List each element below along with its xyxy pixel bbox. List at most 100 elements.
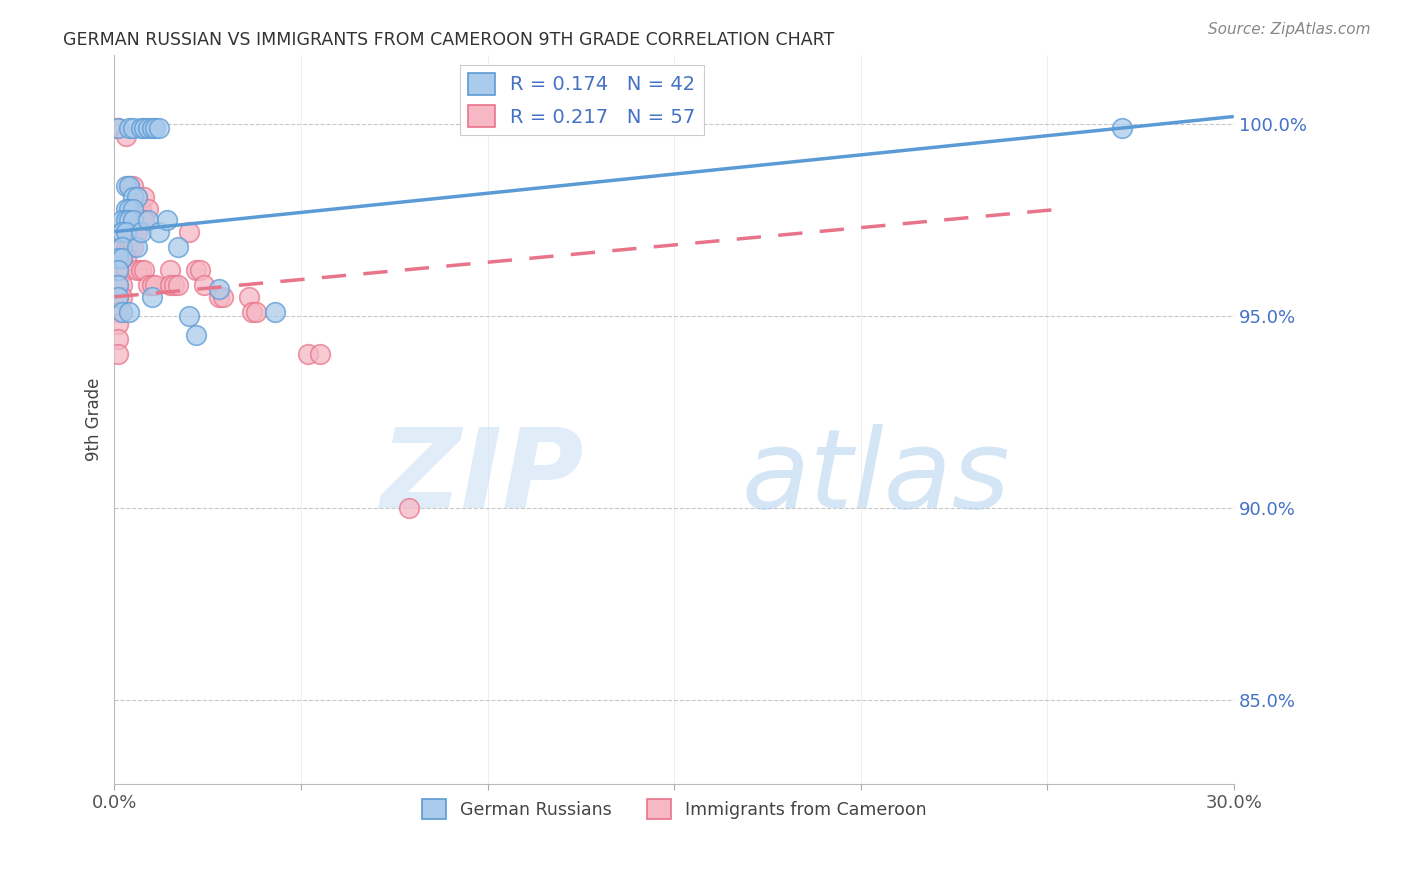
Point — [114, 128, 136, 143]
Point — [111, 305, 134, 319]
Point — [107, 347, 129, 361]
Point — [166, 240, 188, 254]
Point — [118, 178, 141, 193]
Point — [107, 317, 129, 331]
Point — [166, 278, 188, 293]
Point — [145, 278, 167, 293]
Point — [107, 121, 129, 136]
Point — [111, 278, 134, 293]
Point — [114, 178, 136, 193]
Point — [107, 290, 129, 304]
Point — [107, 278, 129, 293]
Point — [111, 290, 134, 304]
Point — [114, 225, 136, 239]
Point — [111, 252, 134, 266]
Point — [188, 263, 211, 277]
Point — [122, 240, 145, 254]
Point — [145, 121, 167, 136]
Point — [238, 290, 260, 304]
Text: GERMAN RUSSIAN VS IMMIGRANTS FROM CAMEROON 9TH GRADE CORRELATION CHART: GERMAN RUSSIAN VS IMMIGRANTS FROM CAMERO… — [63, 31, 835, 49]
Point — [136, 121, 159, 136]
Point — [114, 225, 136, 239]
Point — [129, 263, 152, 277]
Point — [156, 213, 179, 227]
Point — [141, 121, 163, 136]
Point — [122, 202, 145, 216]
Point — [263, 305, 285, 319]
Point — [114, 252, 136, 266]
Point — [118, 225, 141, 239]
Point — [163, 278, 186, 293]
Point — [193, 278, 215, 293]
Text: ZIP: ZIP — [381, 425, 585, 532]
Point — [129, 213, 152, 227]
Point — [245, 305, 267, 319]
Point — [114, 213, 136, 227]
Point — [118, 178, 141, 193]
Point — [111, 305, 134, 319]
Point — [107, 332, 129, 346]
Point — [141, 290, 163, 304]
Point — [118, 213, 141, 227]
Point — [148, 121, 170, 136]
Point — [1111, 121, 1133, 136]
Point — [129, 225, 152, 239]
Point — [122, 121, 145, 136]
Point — [398, 500, 420, 515]
Point — [122, 190, 145, 204]
Point — [211, 290, 233, 304]
Point — [125, 190, 148, 204]
Point — [159, 263, 181, 277]
Point — [114, 213, 136, 227]
Point — [107, 278, 129, 293]
Point — [118, 305, 141, 319]
Point — [177, 309, 200, 323]
Point — [107, 121, 129, 136]
Point — [125, 263, 148, 277]
Point — [111, 213, 134, 227]
Point — [111, 240, 134, 254]
Point — [134, 190, 156, 204]
Point — [114, 263, 136, 277]
Point — [125, 225, 148, 239]
Point — [136, 278, 159, 293]
Point — [114, 202, 136, 216]
Point — [111, 252, 134, 266]
Text: Source: ZipAtlas.com: Source: ZipAtlas.com — [1208, 22, 1371, 37]
Point — [122, 213, 145, 227]
Point — [141, 278, 163, 293]
Point — [129, 202, 152, 216]
Point — [297, 347, 319, 361]
Point — [134, 213, 156, 227]
Point — [107, 263, 129, 277]
Point — [186, 263, 208, 277]
Point — [134, 263, 156, 277]
Point — [118, 240, 141, 254]
Point — [118, 213, 141, 227]
Point — [125, 240, 148, 254]
Point — [125, 190, 148, 204]
Point — [107, 290, 129, 304]
Point — [122, 213, 145, 227]
Point — [208, 282, 231, 296]
Point — [308, 347, 330, 361]
Point — [186, 328, 208, 343]
Point — [134, 121, 156, 136]
Point — [111, 263, 134, 277]
Point — [111, 225, 134, 239]
Point — [122, 225, 145, 239]
Point — [242, 305, 264, 319]
Point — [208, 290, 231, 304]
Point — [129, 121, 152, 136]
Point — [136, 213, 159, 227]
Point — [159, 278, 181, 293]
Point — [118, 202, 141, 216]
Point — [177, 225, 200, 239]
Point — [107, 305, 129, 319]
Point — [136, 202, 159, 216]
Legend: German Russians, Immigrants from Cameroon: German Russians, Immigrants from Cameroo… — [415, 792, 934, 826]
Point — [107, 252, 129, 266]
Point — [118, 121, 141, 136]
Point — [148, 225, 170, 239]
Text: atlas: atlas — [741, 425, 1010, 532]
